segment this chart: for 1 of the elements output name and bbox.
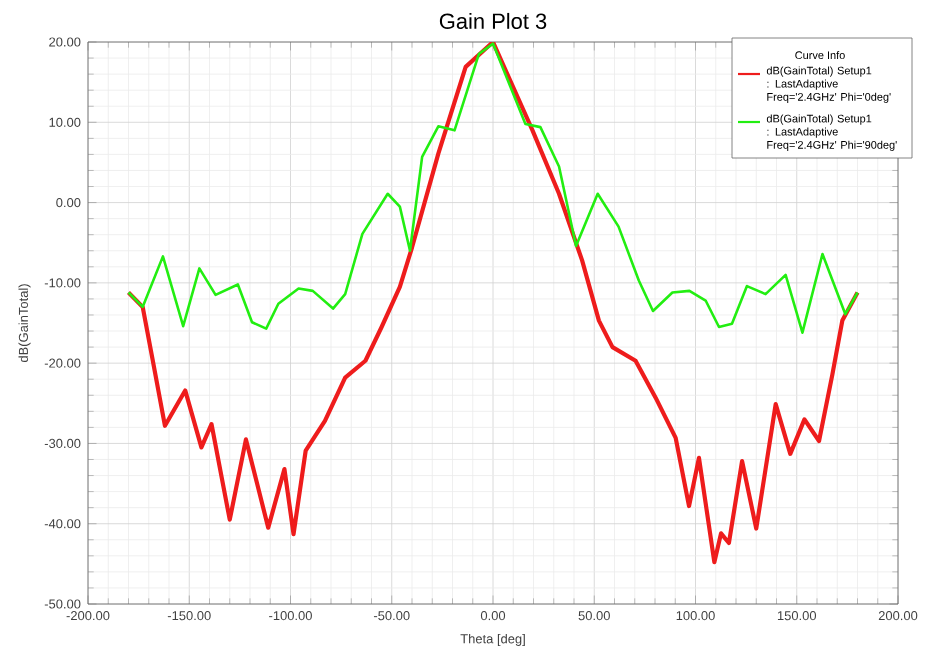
chart-title: Gain Plot 3 [439, 12, 547, 30]
